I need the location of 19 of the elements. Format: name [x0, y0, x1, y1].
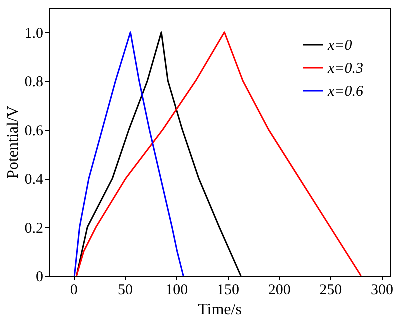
x-tick-label: 100 [166, 282, 188, 298]
line-series [74, 32, 184, 276]
x-tick-label: 50 [118, 282, 134, 298]
y-tick-label: 0.2 [24, 220, 44, 237]
x-tick-label: 0 [70, 282, 78, 298]
legend-label: x=0.3 [327, 61, 364, 77]
legend-label: x=0.6 [327, 84, 364, 100]
y-tick-label: 0.8 [24, 74, 44, 91]
x-tick-label: 150 [216, 282, 240, 298]
y-tick-label: 0.6 [24, 123, 44, 140]
x-axis-title: Time/s [198, 302, 242, 318]
y-tick-label: 0 [36, 270, 44, 286]
y-tick-label: 0.4 [24, 172, 44, 188]
legend-label: x=0 [327, 38, 353, 54]
x-tick-label: 300 [371, 282, 394, 298]
y-tick-label: 1.0 [24, 26, 44, 42]
x-tick-label: 250 [320, 282, 342, 298]
x-tick-label: 200 [268, 282, 291, 298]
y-axis-title: Potential/V [4, 106, 22, 179]
